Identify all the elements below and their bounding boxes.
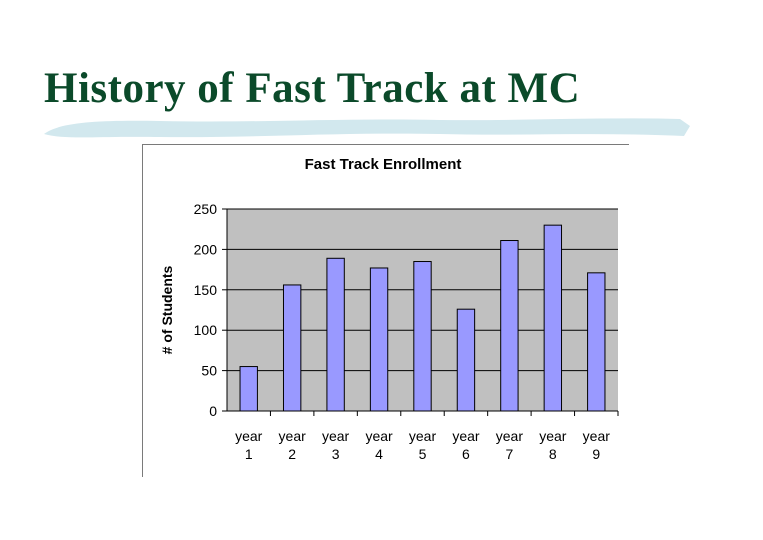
enrollment-bar-chart: Fast Track Enrollment 0 50 100 150 200 250 ye… — [159, 156, 619, 462]
bars — [239, 224, 606, 412]
x-tick-label: year 8 — [539, 428, 567, 462]
y-tick-label: 100 — [194, 322, 218, 338]
y-tick-labels: 0 50 100 150 200 250 — [194, 201, 218, 419]
bar-year-5 — [413, 261, 432, 412]
bar-year-3 — [326, 257, 345, 412]
bar-year-7 — [500, 240, 519, 412]
y-tick-label: 0 — [209, 403, 217, 419]
bar-year-9 — [587, 272, 606, 412]
title-underline-brushstroke — [44, 118, 690, 138]
chart-frame: Fast Track Enrollment 0 50 100 150 200 250 ye… — [142, 144, 629, 477]
x-tick-label: year 5 — [409, 428, 437, 462]
y-tick-label: 150 — [194, 282, 218, 298]
y-tick-label: 250 — [194, 201, 218, 217]
bar-year-2 — [282, 284, 302, 412]
bar-year-8 — [543, 224, 563, 412]
chart-title: Fast Track Enrollment — [305, 156, 462, 173]
y-tick-label: 200 — [194, 241, 218, 257]
brushstroke-shape — [44, 118, 690, 138]
x-tick-label: year 6 — [452, 428, 480, 462]
x-tick-labels: year 1 year 2 year 3 year 4 year 5 year 6 year 7 year 8… — [235, 428, 610, 462]
x-tick-label: year 4 — [365, 428, 393, 462]
y-axis-label: # of Students — [159, 265, 175, 354]
x-tick-label: year 1 — [235, 428, 263, 462]
x-tick-label: year 2 — [279, 428, 307, 462]
bar-year-4 — [369, 267, 389, 412]
bar-year-1 — [239, 366, 258, 412]
y-tick-label: 50 — [201, 363, 217, 379]
x-tick-label: year 9 — [583, 428, 611, 462]
slide-title: History of Fast Track at MC — [44, 65, 581, 112]
x-tick-label: year 7 — [496, 428, 524, 462]
x-tick-label: year 3 — [322, 428, 350, 462]
bar-year-6 — [456, 308, 476, 412]
